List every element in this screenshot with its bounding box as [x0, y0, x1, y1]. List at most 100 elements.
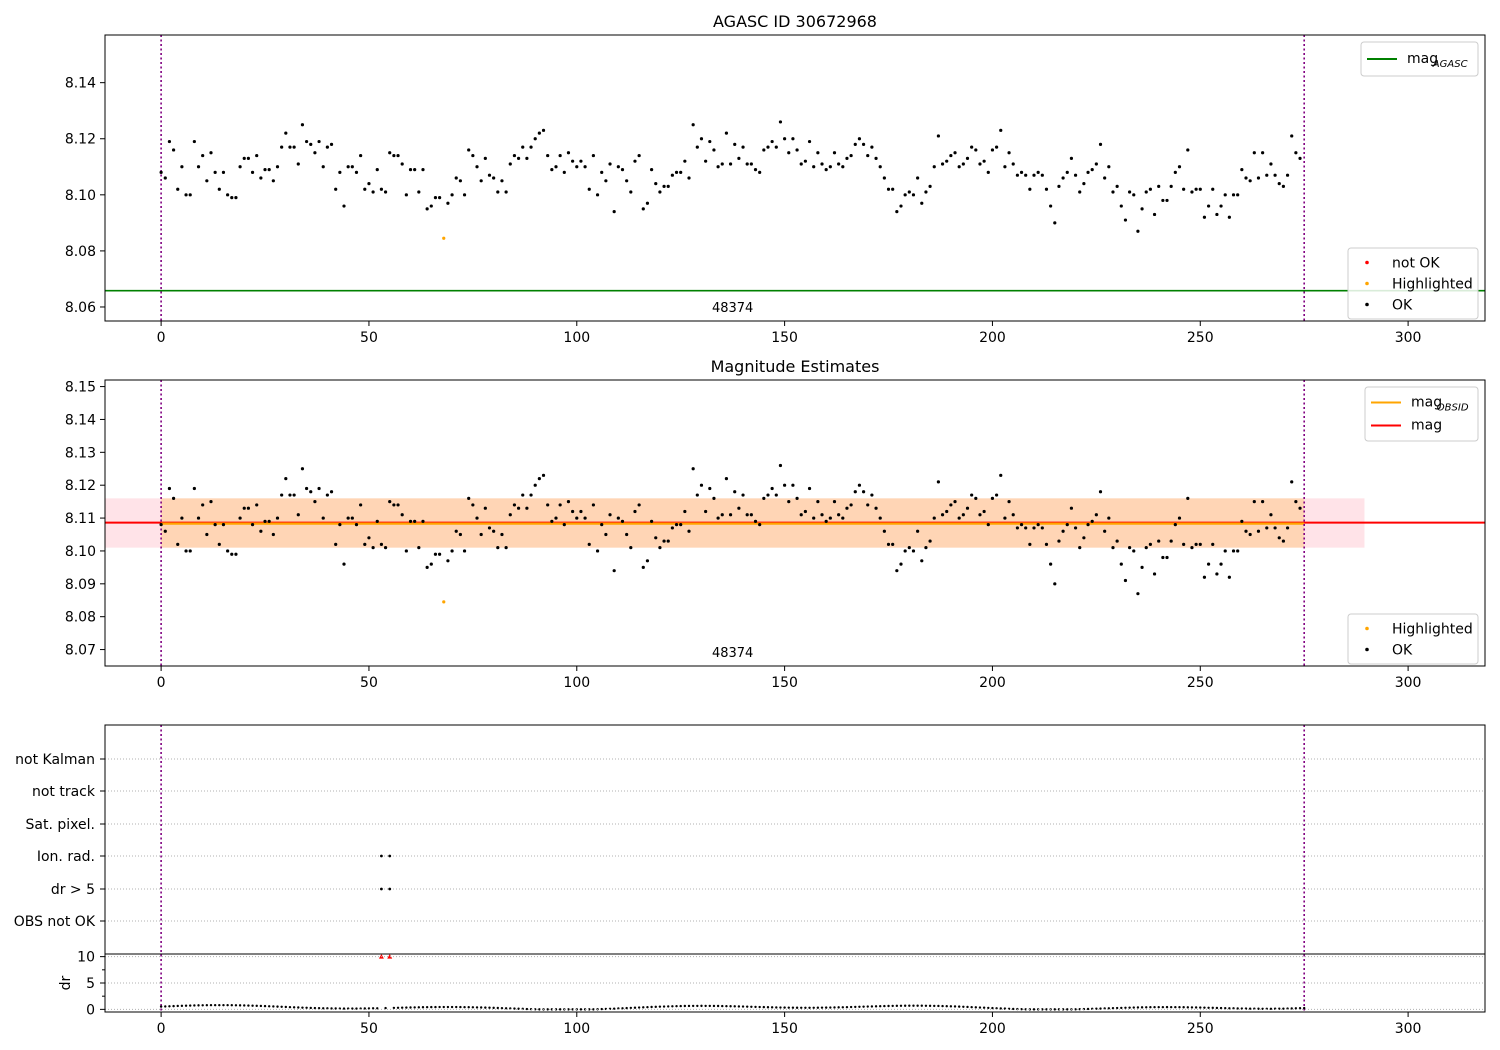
ok-point — [861, 490, 866, 494]
x-tick-label: 250 — [1187, 330, 1214, 346]
ok-point — [753, 519, 758, 523]
dr-point — [612, 1007, 616, 1010]
y-tick-label: 8.08 — [65, 244, 96, 260]
ok-point — [325, 493, 329, 497]
ok-point — [479, 532, 483, 537]
ok-point — [367, 182, 371, 186]
ok-point — [591, 153, 596, 158]
ok-point — [1290, 134, 1294, 138]
ok-point — [334, 187, 338, 191]
dr-point — [405, 1006, 408, 1009]
dr-point — [159, 1005, 163, 1008]
ok-point — [812, 516, 816, 520]
dr-point — [1232, 1007, 1235, 1010]
dr-point — [425, 1005, 429, 1009]
ok-point — [159, 523, 163, 527]
ok-point — [512, 153, 517, 158]
dr-point — [409, 1006, 412, 1009]
ok-point — [1073, 173, 1078, 177]
ok-point — [1261, 151, 1265, 155]
ok-point — [304, 139, 309, 144]
ok-point — [591, 503, 596, 507]
ok-point — [433, 196, 438, 200]
ok-point — [891, 542, 895, 546]
ok-point — [566, 151, 571, 155]
ok-point — [413, 519, 417, 523]
ok-point — [1161, 198, 1165, 203]
dr-point — [588, 1008, 591, 1011]
ok-point — [670, 173, 674, 177]
ok-point — [1223, 193, 1227, 197]
ok-point — [1069, 506, 1074, 510]
ok-point — [255, 503, 259, 507]
ok-point — [313, 500, 317, 504]
dr-point — [795, 1006, 799, 1009]
ok-point — [953, 500, 957, 504]
ok-point — [674, 523, 679, 527]
ok-point — [184, 193, 188, 197]
ok-point — [1082, 182, 1086, 186]
ok-point — [1119, 204, 1123, 208]
ok-point — [1206, 562, 1211, 566]
ok-point — [408, 519, 413, 523]
x-tick-label: 50 — [360, 330, 378, 346]
ok-point — [1169, 539, 1173, 543]
ok-point — [965, 156, 970, 160]
dr-point — [579, 1008, 583, 1011]
ok-point — [961, 162, 965, 166]
ok-point — [911, 193, 916, 197]
ok-point — [1065, 523, 1069, 527]
dr-point — [758, 1005, 761, 1009]
ok-point — [895, 210, 899, 214]
ok-point — [920, 559, 924, 563]
ok-point — [346, 516, 350, 520]
ok-point — [504, 190, 508, 194]
x-tick-label: 300 — [1395, 675, 1422, 691]
ok-point — [920, 201, 924, 205]
ok-point — [845, 156, 849, 160]
ok-point — [171, 148, 176, 152]
ok-point — [770, 486, 774, 491]
ok-point — [1007, 151, 1011, 155]
ok-point — [462, 549, 467, 553]
dr-point — [982, 1006, 986, 1009]
dr-point — [197, 1004, 200, 1007]
dr-point — [866, 1005, 869, 1008]
ok-point — [188, 193, 192, 197]
x-tick-label: 150 — [771, 330, 798, 346]
ok-point — [1148, 542, 1152, 546]
ok-point — [633, 159, 637, 163]
ok-point — [1169, 184, 1173, 189]
dr-point — [658, 1005, 662, 1008]
ok-point — [1053, 221, 1057, 225]
ok-point — [990, 496, 995, 500]
flag-point — [388, 887, 392, 891]
dr-point — [288, 1005, 292, 1009]
dr-point — [920, 1004, 923, 1007]
ok-point — [691, 123, 695, 127]
dr-point — [808, 1006, 811, 1009]
ok-point — [733, 490, 737, 494]
x-tick-label: 50 — [360, 675, 378, 691]
ok-point — [209, 151, 213, 155]
ok-point — [778, 463, 783, 468]
ok-point — [787, 151, 791, 155]
ok-point — [1206, 204, 1211, 208]
ok-point — [516, 506, 521, 510]
ok-point — [666, 184, 670, 189]
dr-point — [500, 1006, 504, 1010]
ok-point — [504, 546, 508, 550]
ok-point — [334, 542, 338, 546]
ok-point — [828, 516, 832, 520]
y-tick-label: 8.10 — [65, 544, 96, 560]
dr-point — [396, 1006, 400, 1010]
ok-point — [471, 503, 475, 507]
flag-point — [380, 887, 383, 891]
dr-point — [716, 1004, 720, 1008]
dr-point — [791, 1006, 795, 1009]
ok-point — [712, 148, 716, 152]
ok-point — [159, 170, 163, 174]
ok-point — [371, 546, 375, 550]
ok-point — [1240, 167, 1244, 172]
dr-point — [1211, 1006, 1214, 1010]
